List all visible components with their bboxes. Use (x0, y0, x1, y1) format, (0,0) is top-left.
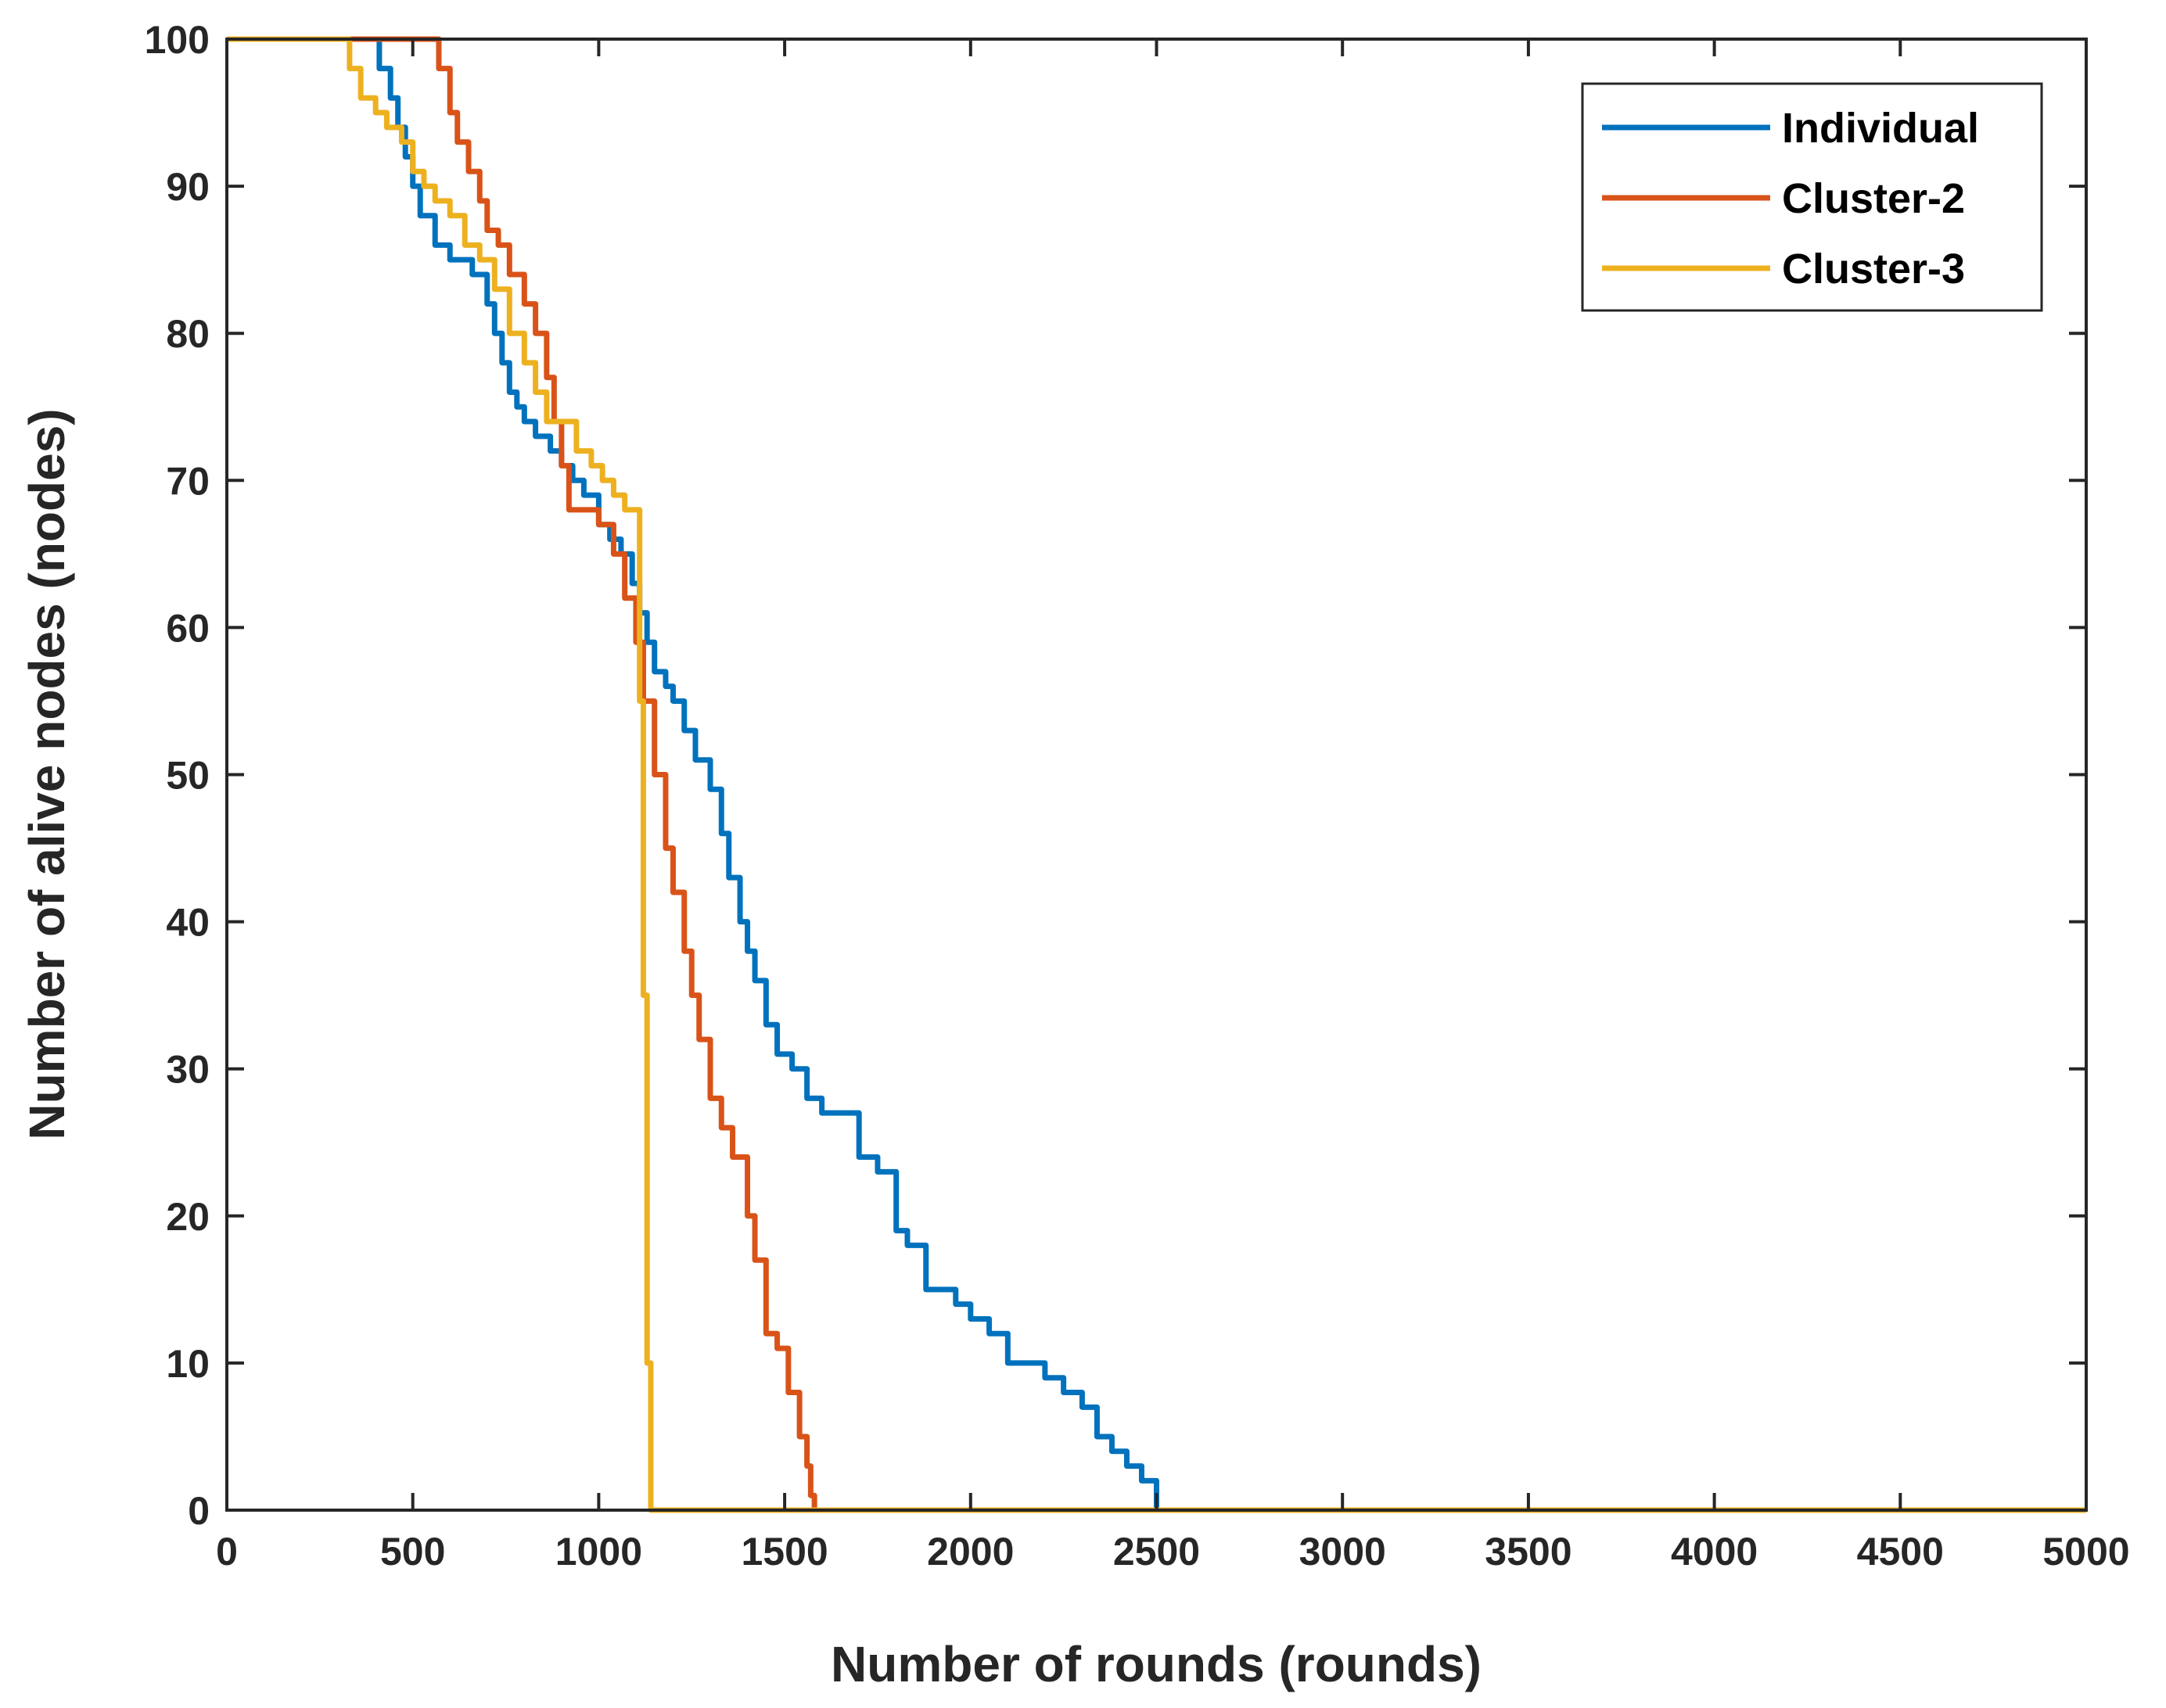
ticks-layer (225, 38, 2088, 1512)
y-tick-label: 50 (166, 754, 210, 798)
x-tick-label: 4000 (1671, 1530, 1758, 1573)
y-tick-label: 20 (166, 1195, 210, 1239)
series-line-individual (227, 36, 2086, 1513)
x-tick-label: 5000 (2042, 1530, 2129, 1573)
legend-label-cluster-3: Cluster-3 (1782, 246, 1965, 292)
y-tick-label: 40 (166, 901, 210, 945)
legend-label-individual: Individual (1782, 105, 1979, 152)
y-tick-label: 90 (166, 165, 210, 209)
tick-labels: 0 500 1000 1500 2000 2500 3000 3500 4000 4500 5000… (145, 18, 2130, 1573)
x-tick-label: 2000 (927, 1530, 1014, 1573)
y-tick-label: 0 (188, 1489, 210, 1533)
series-layer (227, 36, 2086, 1513)
y-tick-label: 60 (166, 606, 210, 650)
legend-label-cluster-2: Cluster-2 (1782, 175, 1965, 222)
x-tick-label: 3000 (1299, 1530, 1386, 1573)
y-tick-label: 10 (166, 1342, 210, 1386)
x-tick-label: 0 (216, 1530, 238, 1573)
x-tick-label: 1000 (555, 1530, 642, 1573)
series-line-cluster-3 (227, 36, 2086, 1513)
y-tick-label: 70 (166, 459, 210, 503)
y-tick-label: 100 (145, 18, 210, 62)
y-tick-label: 80 (166, 312, 210, 356)
y-tick-label: 30 (166, 1048, 210, 1092)
plot-frame (225, 38, 2088, 1512)
x-axis-label: Number of rounds (rounds) (831, 1636, 1482, 1692)
legend: Individual Cluster-2 Cluster-3 (1581, 82, 2043, 312)
x-tick-label: 500 (380, 1530, 445, 1573)
x-tick-label: 4500 (1857, 1530, 1944, 1573)
x-tick-label: 2500 (1113, 1530, 1200, 1573)
x-tick-label: 3500 (1485, 1530, 1572, 1573)
x-tick-label: 1500 (741, 1530, 828, 1573)
y-axis-label: Number of alive nodes (nodes) (19, 408, 75, 1139)
